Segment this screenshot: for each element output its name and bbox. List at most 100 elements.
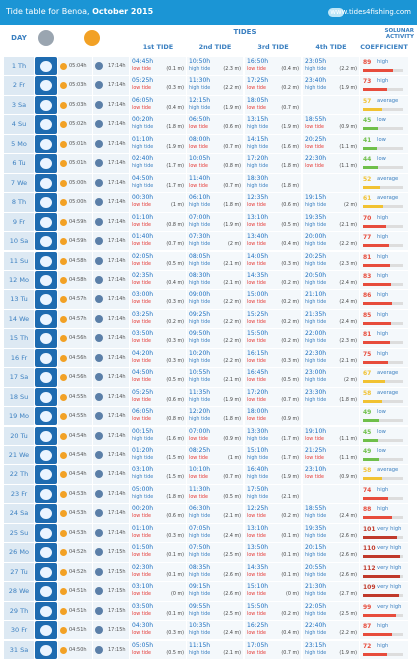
moon-phase-icon xyxy=(40,391,52,403)
tide-time: 05:00h xyxy=(132,485,154,493)
table-row[interactable]: 20 Tu 04:54h 17:14h 00:15h high tide (1.… xyxy=(4,425,414,445)
page-title: Tide table for Benoa, October 2015 xyxy=(6,7,154,16)
table-row[interactable]: 2 Fr 05:03h 17:14h 05:25h low tide (0.3 … xyxy=(4,75,414,95)
moon-phase-cell xyxy=(35,193,57,212)
sunset-time: 17:14h xyxy=(108,218,126,225)
moonrise-icon xyxy=(95,412,103,421)
coefficient-value: 110 xyxy=(363,545,376,553)
day-cell: 13 Tu xyxy=(4,290,34,309)
table-row[interactable]: 12 Mo 04:58h 17:14h 02:35h low tide (0.4… xyxy=(4,269,414,290)
sunset-cell: 17:14h xyxy=(93,407,129,426)
moonrise-icon xyxy=(95,587,103,596)
table-row[interactable]: 7 We 05:00h 17:14h 04:50h high tide (1.7… xyxy=(4,172,414,193)
tide-time: 04:50h xyxy=(132,174,154,182)
tide-cell: 03:00h low tide (0.3 m) xyxy=(130,290,186,309)
table-row[interactable]: 23 Fr 04:53h 17:14h 05:00h high tide (1.… xyxy=(4,483,414,504)
table-row[interactable]: 4 Su 05:02h 17:14h 00:20h high tide (1.8… xyxy=(4,114,414,134)
table-row[interactable]: 6 Tu 05:01h 17:14h 02:40h high tide (1.7… xyxy=(4,153,414,173)
table-row[interactable]: 11 Su 04:58h 17:14h 02:05h low tide (0.5… xyxy=(4,250,414,270)
coefficient-cell: 112 very high xyxy=(360,562,408,582)
tide-cell: 22:00h high tide (2.3 m) xyxy=(303,329,359,348)
moonrise-icon xyxy=(95,548,103,557)
moon-phase-cell xyxy=(35,57,57,76)
coefficient-bar xyxy=(363,321,403,325)
table-row[interactable]: 26 Mo 04:52h 17:15h 01:50h low tide (0.1… xyxy=(4,542,414,562)
moon-phase-icon xyxy=(40,61,52,72)
moon-phase-cell xyxy=(35,484,57,504)
tide-time: 00:15h xyxy=(132,427,154,435)
tide-height: (1.9 m) xyxy=(281,125,299,131)
tide-type: low tide xyxy=(132,105,151,111)
moon-phase-cell xyxy=(35,504,57,523)
sunset-time: 17:15h xyxy=(108,627,126,634)
tide-height: (0.6 m) xyxy=(223,125,241,131)
coefficient-bar xyxy=(363,185,403,189)
sunrise-time: 04:54h xyxy=(69,471,87,478)
tide-type: low tide xyxy=(132,514,151,520)
tide-cell: 22:30h low tide (1.1 m) xyxy=(303,154,359,173)
table-row[interactable]: 9 Fr 04:59h 17:14h 01:10h low tide (0.8 … xyxy=(4,211,414,231)
sunset-time: 17:14h xyxy=(108,490,126,497)
coefficient-cell: 86 high xyxy=(360,290,408,309)
tide-cell: 18:00h low tide (0.9 m) xyxy=(245,407,301,426)
tide-time: 13:30h xyxy=(247,427,269,435)
sunset-cell: 17:14h xyxy=(93,251,129,270)
tide-cell: 11:40h low tide (0.7 m) xyxy=(187,173,243,193)
table-row[interactable]: 29 Th 04:51h 17:15h 03:50h low tide (0.1… xyxy=(4,600,414,620)
coefficient-bar xyxy=(363,224,403,228)
tide-cell: 03:50h low tide (0.3 m) xyxy=(130,329,186,348)
table-row[interactable]: 27 Tu 04:52h 17:15h 02:30h low tide (0.1… xyxy=(4,561,414,582)
sunset-cell: 17:15h xyxy=(93,562,129,582)
coefficient-cell: 52 average xyxy=(360,173,408,193)
tide-time: 10:50h xyxy=(189,58,211,65)
tide-cell: 04:30h low tide (0.3 m) xyxy=(130,621,186,640)
coefficient-cell: 74 high xyxy=(360,484,408,504)
tide-time: 03:10h xyxy=(132,466,154,474)
tide-cell: 11:35h high tide (1.9 m) xyxy=(187,387,243,407)
tide-type: high tide xyxy=(305,397,327,403)
coefficient-label: low xyxy=(377,136,386,143)
tide-cell: 18:55h low tide (0.9 m) xyxy=(303,115,359,134)
sunset-cell: 17:14h xyxy=(93,484,129,504)
solunar-cell xyxy=(409,174,414,192)
tide-time: 13:10h xyxy=(247,213,269,221)
table-row[interactable]: 31 Sa 04:50h 17:15h 05:05h low tide (0.5… xyxy=(4,639,414,659)
tide-type: high tide xyxy=(247,494,269,500)
table-row[interactable]: 8 Th 05:00h 17:14h 00:30h low tide (1 m)… xyxy=(4,192,414,212)
table-row[interactable]: 1 Th 05:04h 17:14h 04:45h low tide (0.1 … xyxy=(4,56,414,76)
coefficient-cell: 58 average xyxy=(360,387,408,407)
table-row[interactable]: 15 Th 04:56h 17:14h 03:50h low tide (0.3… xyxy=(4,328,414,348)
tide-type: high tide xyxy=(132,164,154,170)
table-row[interactable]: 13 Tu 04:57h 17:14h 03:00h low tide (0.3… xyxy=(4,289,414,309)
table-row[interactable]: 28 We 04:51h 17:15h 03:10h low tide (0 m… xyxy=(4,581,414,601)
table-row[interactable]: 25 Su 04:53h 17:14h 01:10h low tide (0.3… xyxy=(4,522,414,543)
table-row[interactable]: 14 We 04:57h 17:14h 03:25h low tide (0.2… xyxy=(4,308,414,329)
moon-phase-icon xyxy=(40,488,52,500)
table-row[interactable]: 18 Su 04:55h 17:14h 05:25h low tide (0.6… xyxy=(4,386,414,407)
tide-height: (2.4 m) xyxy=(339,280,357,286)
site-logo-icon xyxy=(328,8,344,17)
tide-time: 22:00h xyxy=(305,330,327,338)
table-row[interactable]: 30 Fr 04:51h 17:15h 04:30h low tide (0.3… xyxy=(4,620,414,640)
solunar-cell xyxy=(409,96,414,114)
table-row[interactable]: 16 Fr 04:56h 17:14h 04:20h low tide (0.3… xyxy=(4,347,414,368)
table-row[interactable]: 22 Th 04:54h 17:14h 03:10h high tide (1.… xyxy=(4,464,414,484)
tide-cell: 20:55h high tide (2.6 m) xyxy=(303,562,359,582)
coefficient-value: 49 xyxy=(363,448,372,455)
tide-height: (0.1 m) xyxy=(281,553,299,559)
table-row[interactable]: 3 Sa 05:03h 17:14h 06:05h low tide (0.4 … xyxy=(4,94,414,115)
table-row[interactable]: 5 Mo 05:01h 17:14h 01:10h high tide (1.9… xyxy=(4,133,414,154)
sunset-cell: 17:15h xyxy=(93,621,129,640)
table-row[interactable]: 19 Mo 04:55h 17:14h 06:05h low tide (0.8… xyxy=(4,406,414,426)
site-link[interactable]: www.tides4fishing.com xyxy=(330,8,411,16)
table-row[interactable]: 24 Sa 04:53h 17:14h 00:20h low tide (0.6… xyxy=(4,503,414,523)
tide-height: (1.7 m) xyxy=(166,183,184,189)
tide-type: high tide xyxy=(189,203,211,209)
table-row[interactable]: 10 Sa 04:59h 17:14h 01:40h low tide (0.7… xyxy=(4,231,414,251)
moon-phase-icon xyxy=(40,138,52,150)
tide-cell: 01:40h low tide (0.7 m) xyxy=(130,232,186,251)
sunset-cell: 17:14h xyxy=(93,95,129,115)
tide-cell: 06:50h low tide (0.6 m) xyxy=(187,115,243,134)
table-row[interactable]: 21 We 04:54h 17:14h 01:20h high tide (1.… xyxy=(4,445,414,465)
table-row[interactable]: 17 Sa 04:56h 17:14h 04:50h low tide (0.5… xyxy=(4,367,414,387)
